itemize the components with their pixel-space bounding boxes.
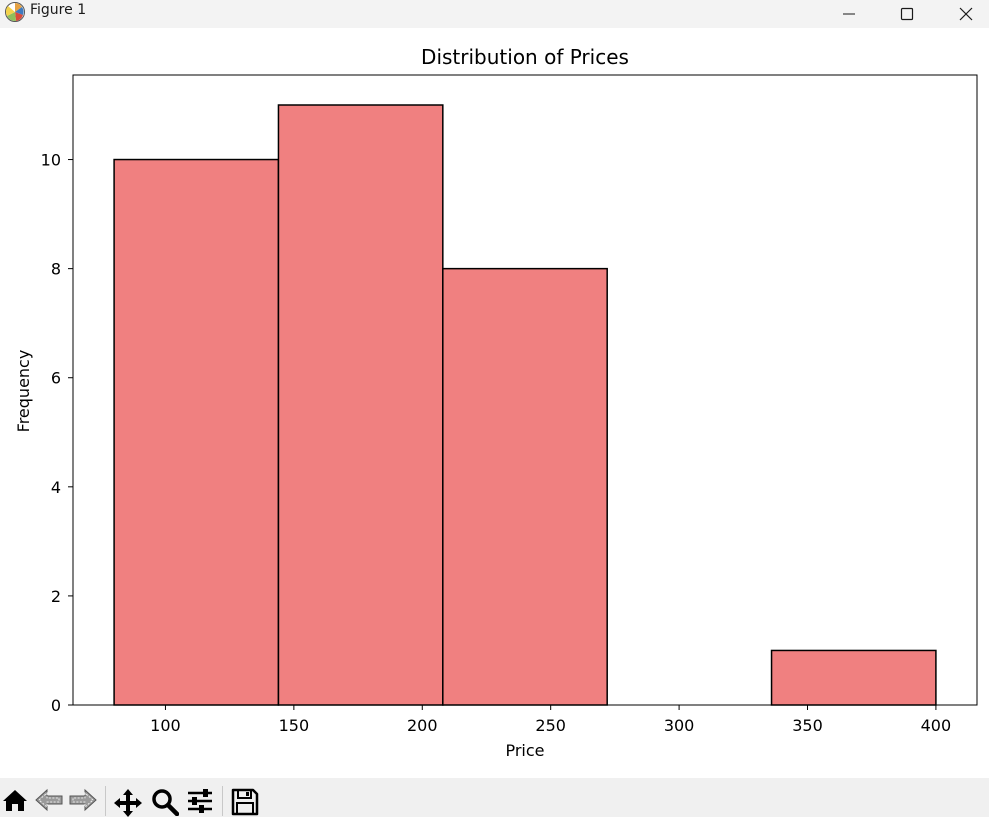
toolbar-separator [105, 786, 106, 816]
maximize-button[interactable] [884, 0, 930, 28]
save-icon [231, 788, 259, 816]
home-icon [3, 790, 27, 811]
back-icon [35, 788, 63, 812]
y-tick-label: 10 [41, 151, 61, 170]
pan-icon [114, 789, 142, 817]
x-tick-label: 200 [407, 716, 438, 735]
y-axis-ticks: 0 2 4 6 8 10 [41, 151, 73, 715]
zoom-button[interactable] [150, 788, 180, 817]
histogram-chart: Distribution of Prices 100 150 200 250 300 35… [14, 45, 978, 760]
x-tick-label: 350 [792, 716, 823, 735]
y-tick-label: 8 [51, 260, 61, 279]
y-axis-label: Frequency [14, 350, 33, 433]
pan-button[interactable] [113, 788, 143, 817]
home-button[interactable] [0, 788, 30, 817]
navigation-toolbar [0, 778, 989, 817]
window-title: Figure 1 [30, 2, 87, 18]
x-tick-label: 250 [535, 716, 566, 735]
zoom-icon [152, 789, 179, 816]
x-axis-label: Price [505, 741, 544, 760]
minimize-button[interactable] [826, 0, 872, 28]
toolbar-separator [222, 786, 223, 816]
y-tick-label: 2 [51, 587, 61, 606]
x-tick-label: 400 [921, 716, 952, 735]
x-tick-label: 100 [150, 716, 181, 735]
save-button[interactable] [230, 788, 260, 817]
matplotlib-logo-icon [4, 1, 26, 23]
close-icon [959, 7, 973, 21]
histogram-bar [770, 649, 937, 706]
forward-icon [69, 788, 97, 812]
x-tick-label: 300 [664, 716, 695, 735]
y-tick-label: 6 [51, 369, 61, 388]
axes-frame [72, 74, 978, 706]
title-bar: Figure 1 [0, 0, 989, 28]
minimize-icon [843, 13, 855, 15]
x-axis-ticks: 100 150 200 250 300 350 400 [150, 705, 951, 735]
figure-canvas: Distribution of Prices 100 150 200 250 300 35… [0, 28, 989, 778]
x-tick-label: 150 [279, 716, 310, 735]
back-button[interactable] [34, 788, 64, 817]
chart-title: Distribution of Prices [421, 45, 629, 69]
maximize-icon [900, 7, 914, 21]
configure-subplots-icon [188, 789, 212, 813]
histogram-bar [277, 104, 444, 706]
configure-subplots-button[interactable] [185, 788, 215, 817]
bars-layer [113, 104, 937, 706]
y-tick-label: 0 [51, 696, 61, 715]
close-button[interactable] [943, 0, 989, 28]
histogram-bar [113, 158, 280, 706]
histogram-bar [442, 267, 608, 706]
forward-button[interactable] [68, 788, 98, 817]
y-tick-label: 4 [51, 478, 61, 497]
